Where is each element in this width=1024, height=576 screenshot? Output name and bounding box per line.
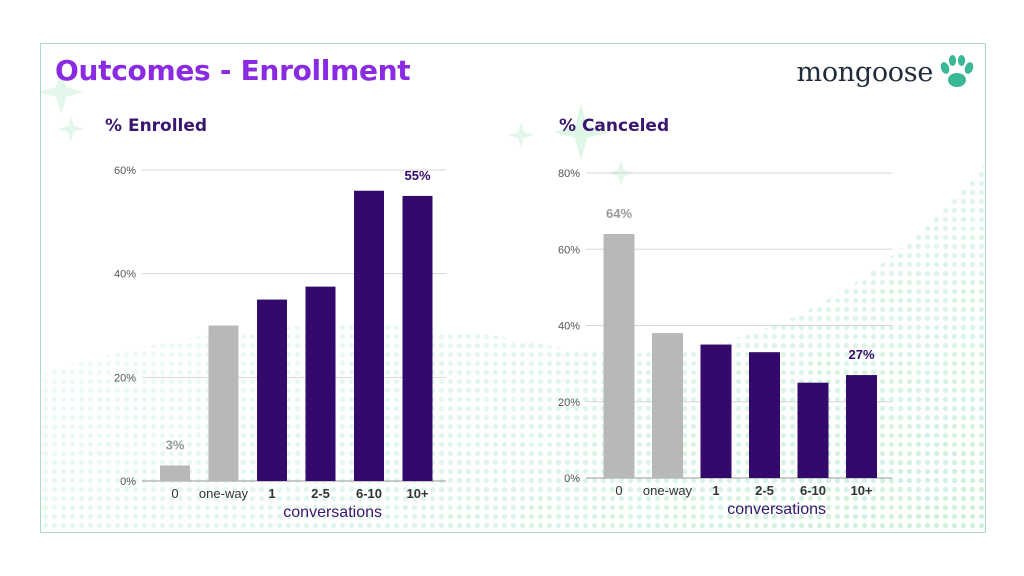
x-tick-label: 2-5 [755, 483, 774, 498]
x-axis-label: conversations [283, 504, 382, 521]
data-label: 27% [848, 347, 874, 362]
x-tick-label: one-way [643, 483, 693, 498]
bar [749, 352, 780, 478]
bar [603, 234, 635, 478]
bar [797, 382, 829, 478]
x-tick-label: 10+ [850, 483, 872, 498]
chart-title-canceled: % Canceled [559, 116, 670, 136]
x-tick-label: 10+ [406, 486, 428, 501]
enrolled-bar-chart: 0% 20% 40% 60% 0 3% one-way 1 2-5 6-10 10+ 55% conve… [114, 165, 446, 521]
bar [208, 325, 239, 481]
chart-title-enrolled: % Enrolled [105, 116, 208, 136]
paw-icon [940, 55, 974, 87]
slide: Outcomes - Enrollment mongoose % Enrolle… [40, 43, 986, 533]
x-tick-label: 6-10 [800, 483, 826, 498]
y-tick-label: 20% [558, 397, 580, 409]
x-axis-label: conversations [727, 501, 826, 518]
x-tick-label: 6-10 [356, 486, 382, 501]
y-tick-label: 80% [558, 168, 580, 180]
mongoose-logo: mongoose [797, 54, 975, 90]
x-tick-label: one-way [199, 486, 249, 501]
x-tick-label: 1 [712, 483, 719, 498]
y-tick-label: 40% [558, 321, 580, 333]
data-label: 55% [404, 168, 430, 183]
y-tick-label: 60% [114, 165, 136, 177]
bar [354, 190, 384, 481]
x-tick-label: 2-5 [311, 486, 330, 501]
y-tick-label: 40% [114, 269, 136, 281]
bar [652, 333, 683, 478]
slide-title: Outcomes - Enrollment [55, 54, 411, 87]
x-tick-label: 1 [268, 486, 275, 501]
y-tick-label: 0% [564, 473, 580, 485]
data-label: 3% [166, 437, 185, 452]
x-tick-label: 0 [171, 486, 178, 501]
x-tick-label: 0 [615, 483, 622, 498]
bar [305, 286, 336, 481]
y-tick-label: 20% [114, 372, 136, 384]
y-tick-label: 60% [558, 244, 580, 256]
bar [402, 195, 433, 481]
bar [257, 299, 287, 481]
data-label: 64% [606, 206, 632, 221]
canceled-bar-chart: 0% 20% 40% 60% 80% 0 64% one-way 1 2-5 6-10 10+ 27% c… [558, 168, 892, 518]
logo-text: mongoose [796, 56, 934, 88]
y-tick-label: 0% [120, 476, 136, 488]
bar [846, 375, 877, 478]
bar [160, 465, 190, 481]
bar [700, 344, 732, 478]
